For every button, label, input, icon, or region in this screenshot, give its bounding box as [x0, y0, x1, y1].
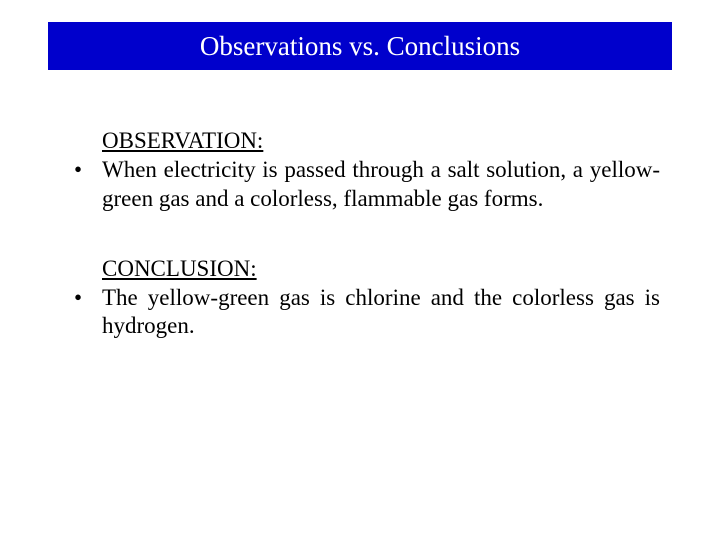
content-area: OBSERVATION: • When electricity is passe… — [64, 128, 660, 383]
conclusion-bullet-row: • The yellow-green gas is chlorine and t… — [64, 284, 660, 342]
slide-title: Observations vs. Conclusions — [200, 31, 520, 62]
conclusion-heading: CONCLUSION: — [102, 256, 660, 282]
bullet-icon: • — [64, 284, 102, 313]
title-bar: Observations vs. Conclusions — [48, 22, 672, 70]
observation-bullet-row: • When electricity is passed through a s… — [64, 156, 660, 214]
observation-section: OBSERVATION: • When electricity is passe… — [64, 128, 660, 214]
observation-body: When electricity is passed through a sal… — [102, 156, 660, 214]
conclusion-body: The yellow-green gas is chlorine and the… — [102, 284, 660, 342]
conclusion-section: CONCLUSION: • The yellow-green gas is ch… — [64, 256, 660, 342]
bullet-icon: • — [64, 156, 102, 185]
observation-heading: OBSERVATION: — [102, 128, 660, 154]
